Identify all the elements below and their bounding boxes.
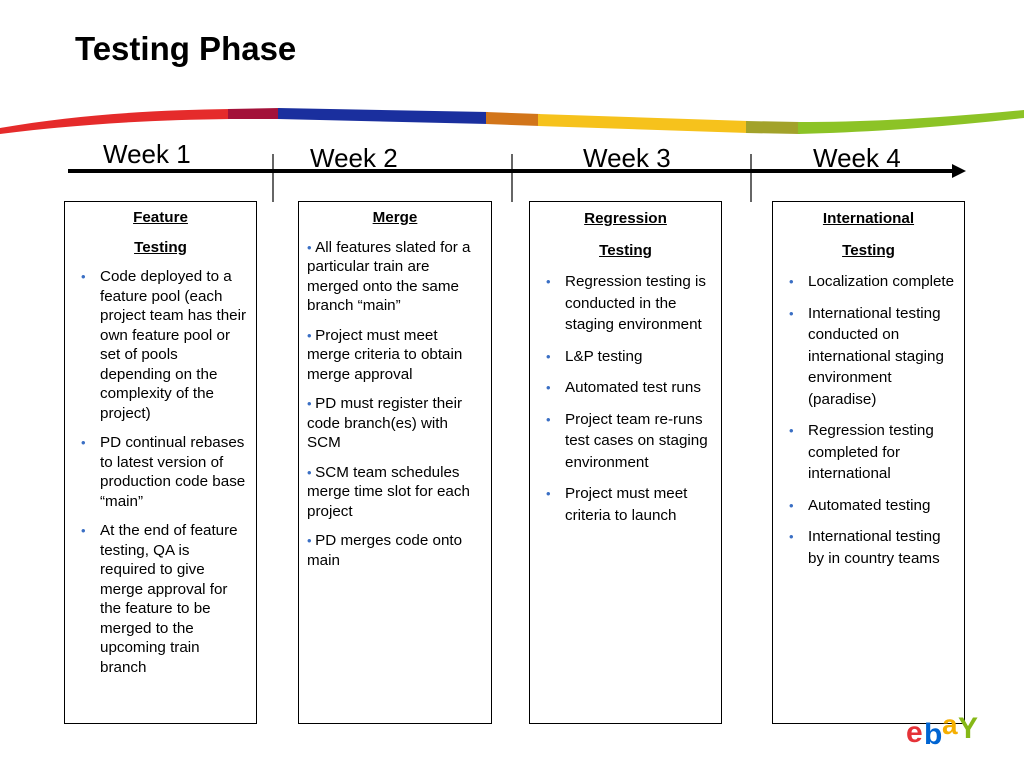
- list-item: • SCM team schedules merge time slot for…: [307, 463, 470, 520]
- bullet-list: Code deployed to a feature pool (each pr…: [73, 267, 248, 677]
- list-item: PD continual rebases to latest version o…: [73, 433, 248, 511]
- list-item: International testing by in country team…: [781, 526, 956, 569]
- week-1-label: Week 1: [103, 139, 191, 169]
- week-3-label: Week 3: [583, 143, 671, 173]
- list-item: At the end of feature testing, QA is req…: [73, 521, 248, 677]
- week-2-label: Week 2: [310, 143, 398, 173]
- svg-text:b: b: [924, 718, 942, 746]
- list-item: Project team re-runs test cases on stagi…: [538, 409, 713, 474]
- bullet-list: Localization complete International test…: [781, 271, 956, 569]
- list-item: • Project must meet merge criteria to ob…: [307, 326, 463, 383]
- list-item: Code deployed to a feature pool (each pr…: [73, 267, 248, 423]
- ebay-logo: e b a Y: [906, 710, 978, 746]
- svg-text:Y: Y: [958, 712, 978, 745]
- bullet-list: Regression testing is conducted in the s…: [538, 271, 713, 526]
- feature-testing-box: Feature Testing Code deployed to a featu…: [64, 201, 257, 724]
- column-title: Regression Testing: [584, 210, 667, 259]
- regression-testing-box: Regression Testing Regression testing is…: [529, 201, 722, 724]
- week-4-label: Week 4: [813, 143, 901, 173]
- list-item: Automated testing: [781, 495, 956, 517]
- list-item: L&P testing: [538, 346, 713, 368]
- column-title: Merge: [372, 209, 418, 226]
- color-swoosh-band: [0, 108, 1024, 134]
- merge-box: Merge • All features slated for a partic…: [298, 201, 492, 724]
- list-item: • PD must register their code branch(es)…: [307, 395, 463, 451]
- list-item: Localization complete: [781, 271, 956, 293]
- page-title: Testing Phase: [75, 30, 297, 67]
- column-title: International Testing: [822, 210, 915, 259]
- column-title: Feature Testing: [133, 209, 188, 256]
- list-item: Regression testing completed for interna…: [781, 420, 956, 485]
- timeline-arrow: [68, 154, 966, 202]
- list-item: Project must meet criteria to launch: [538, 483, 713, 526]
- list-item: International testing conducted on inter…: [781, 303, 956, 411]
- svg-text:a: a: [942, 710, 958, 740]
- svg-text:e: e: [906, 716, 923, 746]
- list-item: Automated test runs: [538, 377, 713, 399]
- list-item: • PD merges code onto main: [307, 532, 463, 569]
- international-testing-box: International Testing Localization compl…: [772, 201, 965, 724]
- list-item: Regression testing is conducted in the s…: [538, 271, 713, 336]
- list-item: • All features slated for a particular t…: [307, 238, 471, 315]
